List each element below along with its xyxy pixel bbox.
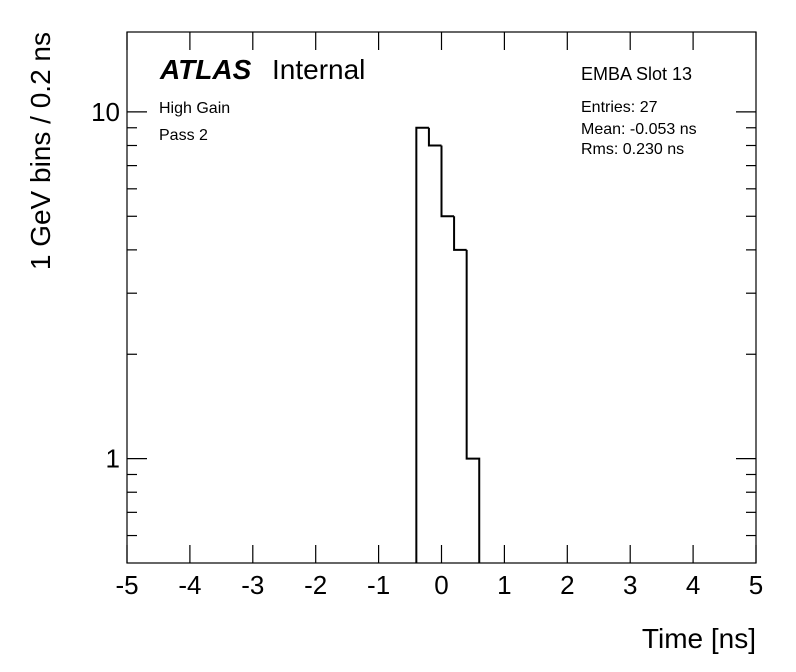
y-tick-label: 10 xyxy=(91,97,120,127)
stats-title: EMBA Slot 13 xyxy=(581,64,692,84)
y-axis-label: 1 GeV bins / 0.2 ns xyxy=(25,32,56,270)
x-tick-label: -5 xyxy=(115,570,138,600)
histogram-bin xyxy=(465,249,481,563)
histogram-bin xyxy=(453,216,467,251)
x-tick-label: -2 xyxy=(304,570,327,600)
x-tick-label: 5 xyxy=(749,570,763,600)
x-tick-label: -3 xyxy=(241,570,264,600)
histogram-bin xyxy=(415,126,429,563)
atlas-label: ATLAS xyxy=(159,54,252,85)
status-label: Internal xyxy=(272,54,365,85)
x-tick-label: 2 xyxy=(560,570,574,600)
stats-entry: Rms: 0.230 ns xyxy=(581,141,684,158)
histogram-bin xyxy=(440,145,455,218)
annotation: Pass 2 xyxy=(159,127,208,144)
histogram-bin xyxy=(427,127,442,147)
x-tick-label: 3 xyxy=(623,570,637,600)
stats-entry: Entries: 27 xyxy=(581,99,658,116)
x-tick-label: 1 xyxy=(497,570,511,600)
x-tick-label: -4 xyxy=(178,570,201,600)
x-tick-label: -1 xyxy=(367,570,390,600)
stats-entry: Mean: -0.053 ns xyxy=(581,121,697,138)
x-axis-label: Time [ns] xyxy=(642,623,756,654)
x-tick-label: 4 xyxy=(686,570,700,600)
x-tick-label: 0 xyxy=(434,570,448,600)
y-tick-label: 1 xyxy=(106,444,120,474)
annotation: High Gain xyxy=(159,100,230,117)
